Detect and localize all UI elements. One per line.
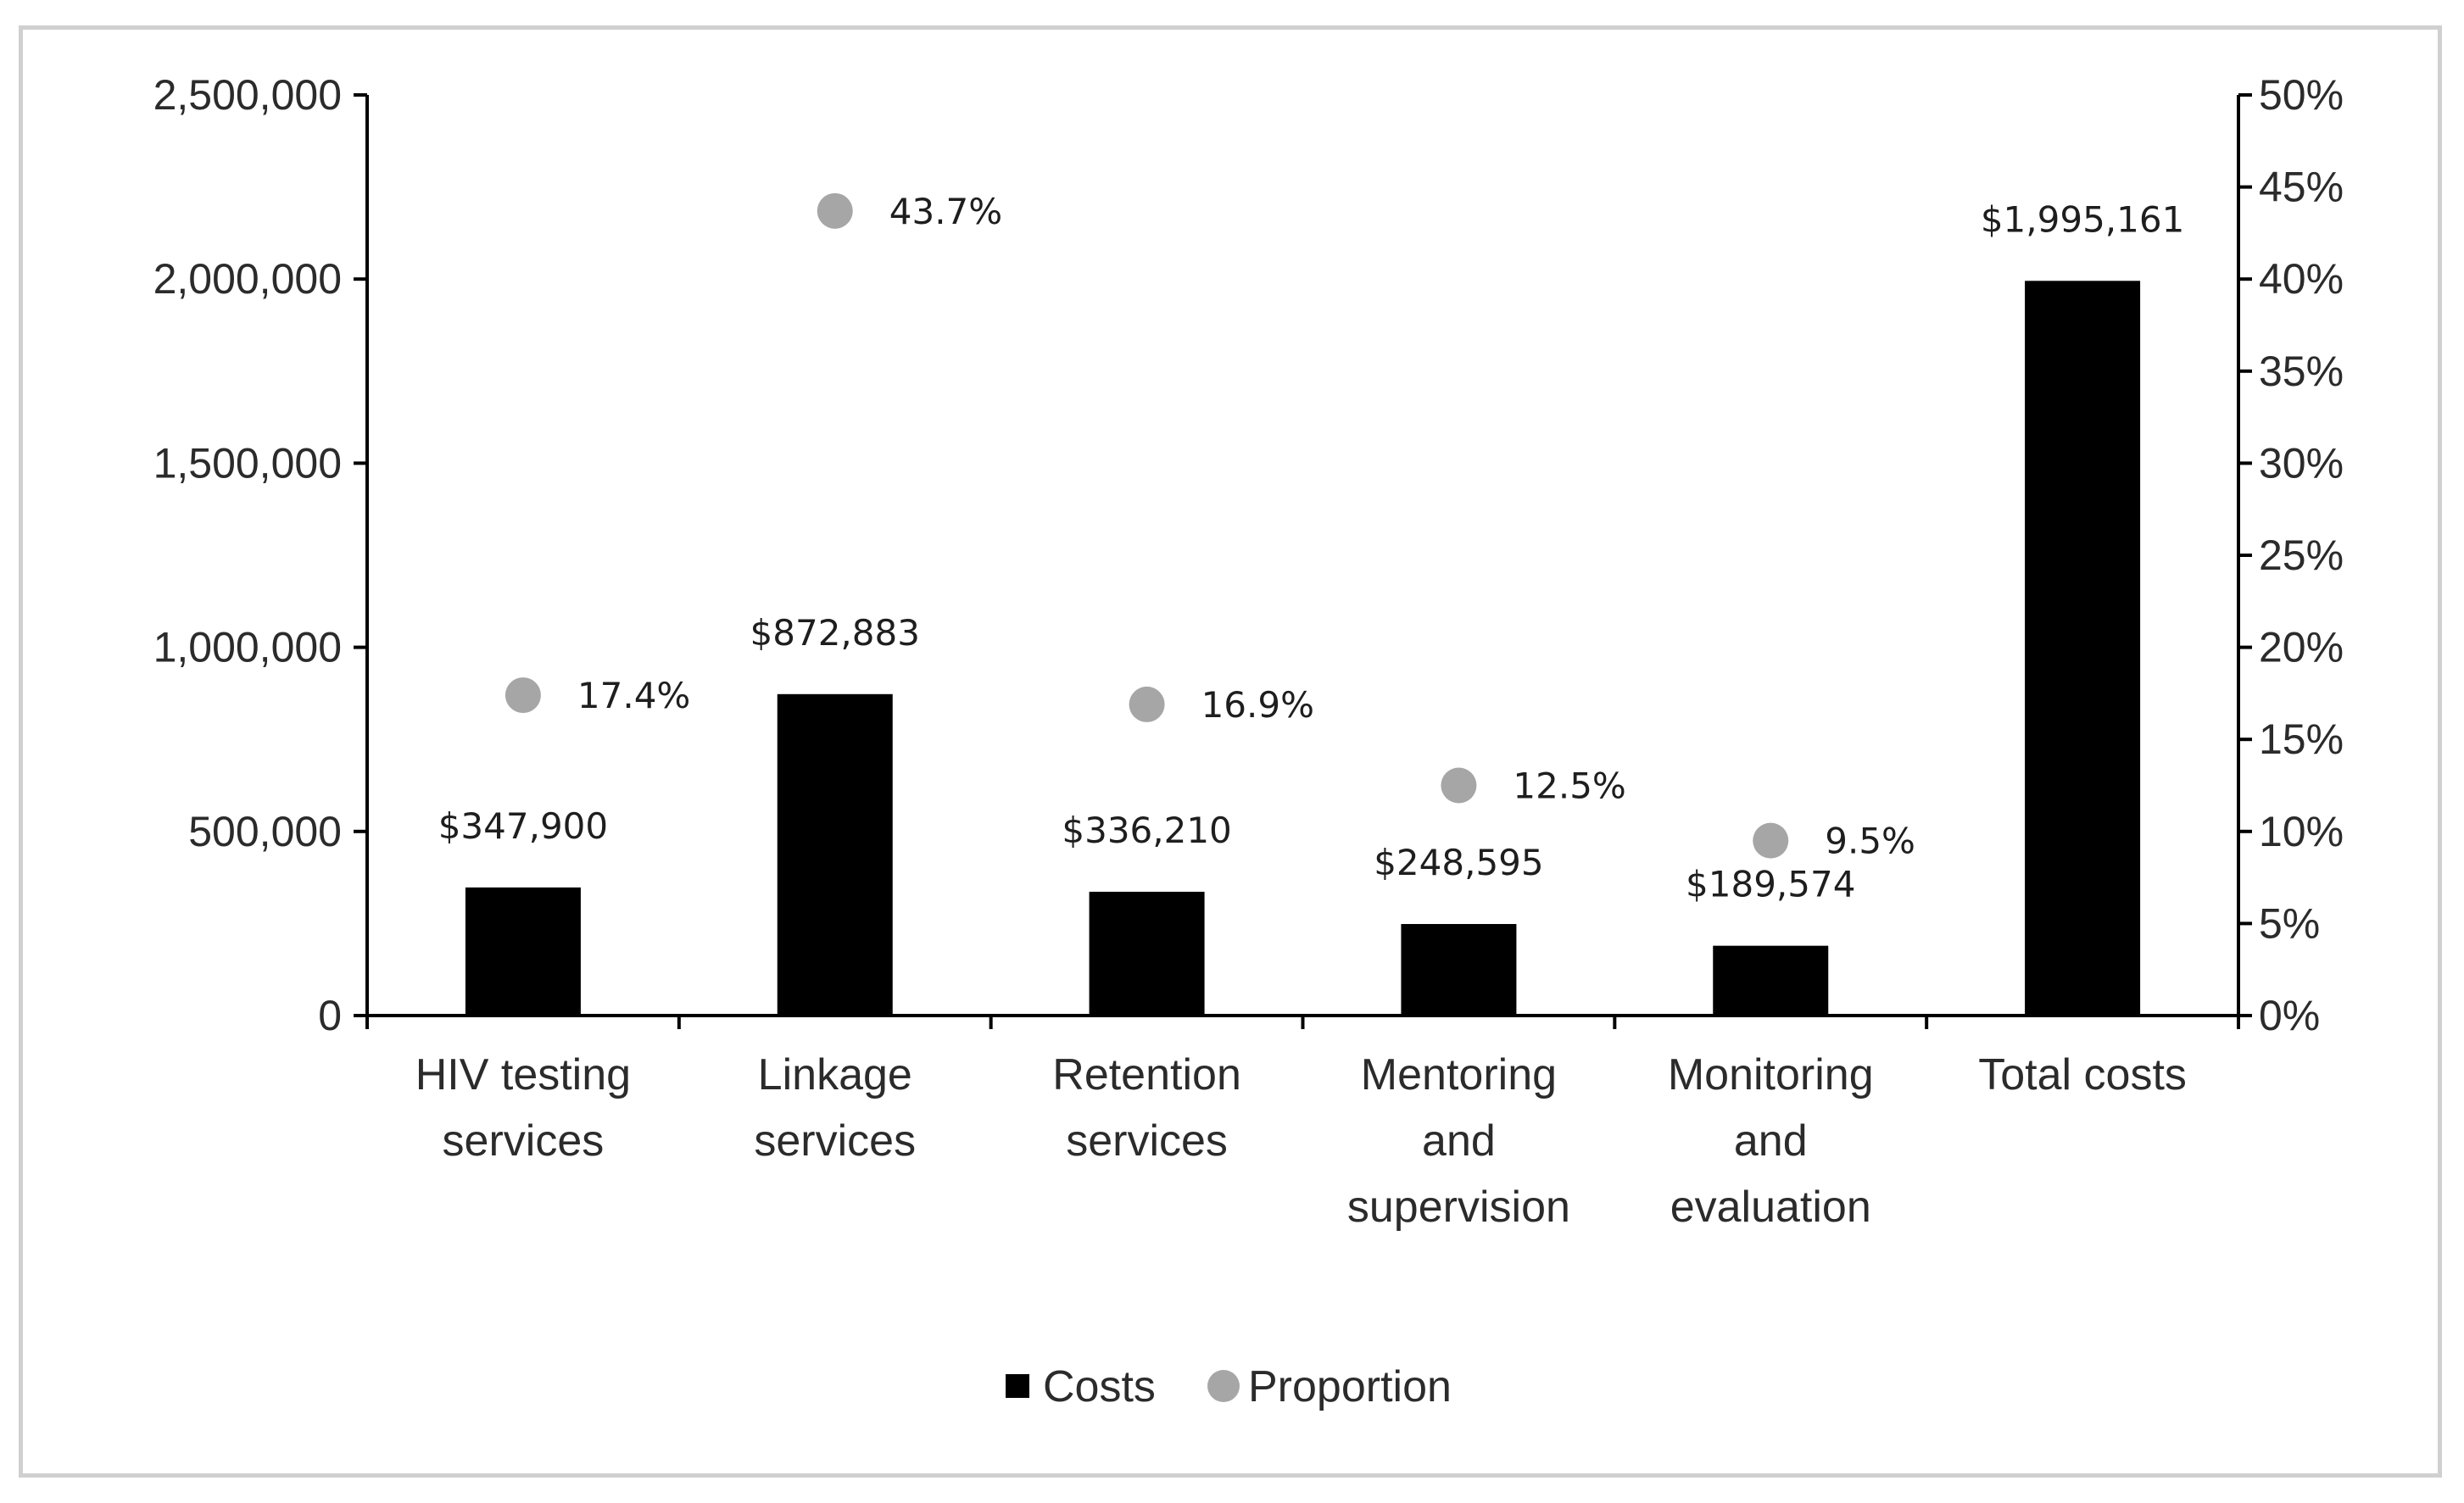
y-right-tick-label: 0% — [2259, 992, 2320, 1039]
y-right-tick-label: 15% — [2259, 715, 2344, 763]
y-left-tick-label: 1,000,000 — [153, 624, 342, 671]
y-left-tick-label: 1,500,000 — [153, 439, 342, 487]
proportion-data-label: 16.9% — [1201, 684, 1314, 726]
cost-data-label: $872,883 — [750, 612, 920, 654]
cost-data-label: $189,574 — [1686, 864, 1855, 905]
y-right-tick-label: 20% — [2259, 624, 2344, 671]
cost-bar — [1713, 945, 1829, 1016]
x-category-label: Mentoring and supervision — [1347, 1050, 1570, 1232]
cost-bar — [465, 887, 581, 1016]
cost-data-label: $1,995,161 — [1981, 198, 2184, 240]
x-category-label: Linkage services — [754, 1050, 916, 1166]
x-category-label: Total costs — [1978, 1050, 2187, 1099]
proportion-point — [1753, 822, 1789, 859]
cost-bar — [1089, 891, 1205, 1016]
proportion-point — [505, 677, 541, 714]
proportion-data-label: 12.5% — [1513, 765, 1625, 807]
y-right-tick-label: 40% — [2259, 255, 2344, 303]
x-category-label: HIV testing services — [415, 1050, 631, 1166]
y-right-tick-label: 25% — [2259, 532, 2344, 579]
y-right-tick-label: 50% — [2259, 71, 2344, 119]
y-right-tick-label: 30% — [2259, 439, 2344, 487]
cost-data-label: $336,210 — [1062, 810, 1231, 851]
y-left-tick-label: 2,000,000 — [153, 255, 342, 303]
proportion-point — [817, 192, 853, 229]
cost-bar — [777, 693, 893, 1016]
y-right-tick-label: 45% — [2259, 164, 2344, 211]
proportion-data-label: 17.4% — [577, 675, 690, 716]
x-category-label: Retention services — [1052, 1050, 1241, 1166]
legend-proportion-swatch — [1207, 1370, 1240, 1402]
legend-costs-label: Costs — [1043, 1362, 1156, 1411]
proportion-point — [1129, 686, 1165, 722]
cost-bar — [1401, 924, 1517, 1016]
cost-data-label: $248,595 — [1374, 842, 1543, 883]
y-left-tick-label: 0 — [318, 992, 342, 1039]
cost-bar — [2025, 281, 2141, 1016]
y-right-tick-label: 10% — [2259, 808, 2344, 855]
y-left-tick-label: 2,500,000 — [153, 71, 342, 119]
proportion-data-label: 9.5% — [1825, 821, 1915, 862]
y-left-tick-label: 500,000 — [188, 808, 342, 855]
y-right-tick-label: 35% — [2259, 348, 2344, 395]
cost-data-label: $347,900 — [438, 805, 608, 847]
x-category-label: Monitoring and evaluation — [1668, 1050, 1874, 1232]
legend-proportion-label: Proportion — [1248, 1362, 1452, 1411]
proportion-data-label: 43.7% — [889, 191, 1002, 232]
y-right-tick-label: 5% — [2259, 899, 2320, 947]
proportion-point — [1441, 767, 1477, 804]
legend-costs-swatch — [1006, 1374, 1029, 1398]
